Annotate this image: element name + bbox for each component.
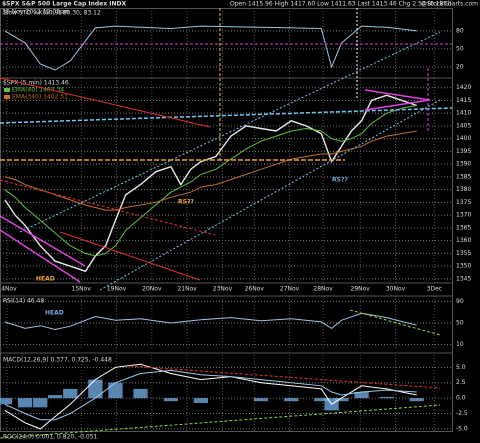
x-tick-label: 21Nov xyxy=(177,286,197,293)
x-tick-label: 27Nov xyxy=(280,286,300,293)
histogram-bar xyxy=(253,398,269,402)
histogram-bar xyxy=(33,398,48,408)
histogram-bar xyxy=(88,379,103,399)
channel-line xyxy=(99,99,441,291)
y-tick-label: 1415 xyxy=(456,97,471,104)
timestamp: 30-Nov-2012 12:03pm xyxy=(2,9,70,16)
y-tick-label: 1410 xyxy=(456,110,471,117)
legend-swatch xyxy=(4,95,10,99)
panel-title: RSI(14) 46.48 xyxy=(3,298,44,305)
plot-area: 20 50 80 Slow STO %K(60,9) 80.30, 83.12 1345… xyxy=(0,8,471,432)
channel-line xyxy=(19,31,441,233)
panel-title: MACD(12,26,9) 0.377, 0.725, -0.448 xyxy=(3,357,112,364)
trend-line-red xyxy=(0,179,216,236)
quote: Open 1415.96 High 1417.60 Low 1411.63 La… xyxy=(230,1,451,8)
chart-title: $SPX S&P 500 Large Cap Index INDX xyxy=(2,1,126,8)
x-tick-label: 30Nov xyxy=(386,286,406,293)
histogram-bar xyxy=(163,398,179,402)
panel-title: $SPX (5 min) 1413.46 xyxy=(3,80,69,87)
macd-trend-line xyxy=(129,365,441,389)
series-line xyxy=(4,130,417,211)
footer-indicator: ROC(24,0) 0.001, 0.820, -0.051 xyxy=(3,434,98,441)
y-tick-label: 1395 xyxy=(456,148,471,155)
y-tick-label: 2.5 xyxy=(456,379,466,386)
histogram-bar xyxy=(47,395,63,399)
y-tick-label: 1400 xyxy=(456,135,471,142)
series-line xyxy=(4,105,417,257)
wedge-line xyxy=(0,229,81,283)
trend-line-red xyxy=(59,231,201,281)
panel-title: Slow STO %K(60,9) 80.30, 83.12 xyxy=(3,10,101,17)
series-line xyxy=(4,363,417,430)
y-tick-label: 50 xyxy=(456,320,464,327)
x-tick-label: 23Nov xyxy=(213,286,233,293)
annotation: RS?? xyxy=(332,177,348,184)
legend-entry: EMA(340) 1402.51 xyxy=(12,94,68,101)
histogram-bar xyxy=(334,398,349,402)
histogram-bar xyxy=(17,398,33,408)
x-tick-label: 15Nov xyxy=(72,286,92,293)
y-tick-label: 10 xyxy=(456,341,464,348)
y-tick-label: 1380 xyxy=(456,186,471,193)
y-tick-label: 0.0 xyxy=(456,395,466,402)
rsi-trend-line xyxy=(349,309,441,336)
y-tick-label: 1355 xyxy=(456,250,471,257)
histogram-bar xyxy=(379,396,394,399)
histogram-bar xyxy=(0,398,13,405)
histogram-bar xyxy=(409,398,424,402)
annotation: HEAD xyxy=(45,310,64,317)
histogram-bar xyxy=(193,398,209,404)
trend-line xyxy=(0,107,453,124)
y-tick-label: -5.0 xyxy=(456,425,468,432)
y-tick-label: 1360 xyxy=(456,237,471,244)
annotation: HEAD xyxy=(36,276,55,283)
y-tick-label: 1370 xyxy=(456,212,471,219)
y-tick-label: 5.0 xyxy=(456,364,466,371)
series-line xyxy=(4,369,417,421)
series-line xyxy=(4,94,417,273)
y-tick-label: 90 xyxy=(456,298,464,305)
y-tick-label: 20 xyxy=(456,63,464,70)
source: @StockCharts.com xyxy=(421,1,478,8)
histogram-bar xyxy=(108,382,123,399)
histogram-bar xyxy=(63,388,78,399)
x-tick-label: 28Nov xyxy=(313,286,333,293)
series-line xyxy=(4,25,417,71)
x-tick-label: 29Nov xyxy=(351,286,371,293)
x-tick-label: 26Nov xyxy=(245,286,265,293)
trend-line-red xyxy=(0,77,211,128)
y-tick-label: 1365 xyxy=(456,224,471,231)
annotation: RS?? xyxy=(178,199,194,206)
y-tick-label: 1385 xyxy=(456,173,471,180)
y-tick-label: -2.5 xyxy=(456,410,468,417)
histogram-bar xyxy=(133,388,148,399)
histogram-bar xyxy=(284,398,299,402)
overlays xyxy=(0,8,453,439)
y-tick-label: 1345 xyxy=(456,275,471,282)
y-tick-label: 80 xyxy=(456,27,464,34)
macd-trend-line xyxy=(0,404,441,439)
y-tick-label: 1420 xyxy=(456,84,471,91)
pennant xyxy=(364,89,431,111)
y-tick-label: 1350 xyxy=(456,263,471,270)
histogram-bar xyxy=(314,398,329,402)
histogram-bar xyxy=(354,391,369,399)
y-tick-label: 50 xyxy=(456,45,464,52)
wedge-line xyxy=(0,215,86,267)
series-line xyxy=(4,312,417,331)
y-tick-label: 1390 xyxy=(456,161,471,168)
frame xyxy=(0,8,453,432)
legend-entry: EMA(40) 1404.34 xyxy=(12,87,64,94)
x-tick-label: 3Dec xyxy=(427,286,442,293)
x-tick-label: 19Nov xyxy=(107,286,127,293)
y-tick-label: 1405 xyxy=(456,122,471,129)
x-tick-label: 14Nov xyxy=(0,286,17,293)
x-tick-label: 20Nov xyxy=(142,286,162,293)
y-tick-label: 1375 xyxy=(456,199,471,206)
legend-swatch xyxy=(4,88,10,92)
